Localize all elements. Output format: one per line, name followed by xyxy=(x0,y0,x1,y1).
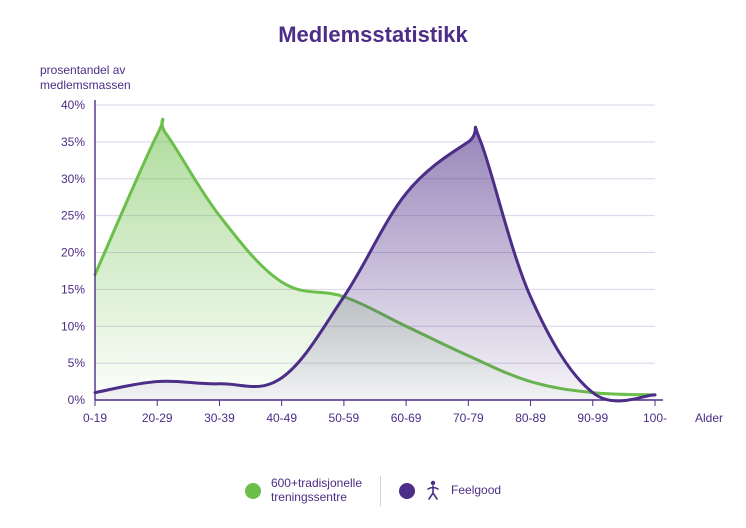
y-tick-label: 30% xyxy=(61,172,85,186)
legend-item-feelgood: Feelgood xyxy=(399,480,501,503)
x-tick-label: 60-69 xyxy=(391,411,422,425)
legend-item-traditional: 600+tradisjonelletreningssentre xyxy=(245,477,362,505)
x-tick-label: 90-99 xyxy=(577,411,608,425)
legend-separator xyxy=(380,476,381,506)
x-tick-label: 100- xyxy=(643,411,667,425)
x-tick-label: 70-79 xyxy=(453,411,484,425)
y-tick-label: 25% xyxy=(61,209,85,223)
y-tick-label: 10% xyxy=(61,319,85,333)
y-tick-label: 15% xyxy=(61,282,85,296)
chart-svg: 0% 5% 10% 15% 20% 25% 30% 35% 40% 0-19 20-29 30-39 4… xyxy=(0,0,746,528)
legend-item-label: 600+tradisjonelletreningssentre xyxy=(271,477,362,505)
x-axis-label: Alder xyxy=(695,411,723,425)
legend-item-label: Feelgood xyxy=(451,484,501,498)
x-tick-label: 0-19 xyxy=(83,411,107,425)
y-tick-label: 20% xyxy=(61,246,85,260)
y-tick-label: 5% xyxy=(68,356,86,370)
feelgood-logo-icon xyxy=(425,480,441,503)
x-tick-label: 80-89 xyxy=(515,411,546,425)
x-tick-label: 30-39 xyxy=(204,411,235,425)
legend: 600+tradisjonelletreningssentre Feelgood xyxy=(0,476,746,506)
y-tick-label: 0% xyxy=(68,393,86,407)
y-tick-label: 40% xyxy=(61,98,85,112)
x-tick-label: 50-59 xyxy=(329,411,360,425)
legend-swatch-icon xyxy=(245,483,261,499)
x-tick-label: 20-29 xyxy=(142,411,173,425)
y-tick-label: 35% xyxy=(61,135,85,149)
chart-container: Medlemsstatistikk prosentandel avmedlems… xyxy=(0,0,746,528)
legend-swatch-icon xyxy=(399,483,415,499)
x-tick-label: 40-49 xyxy=(266,411,297,425)
